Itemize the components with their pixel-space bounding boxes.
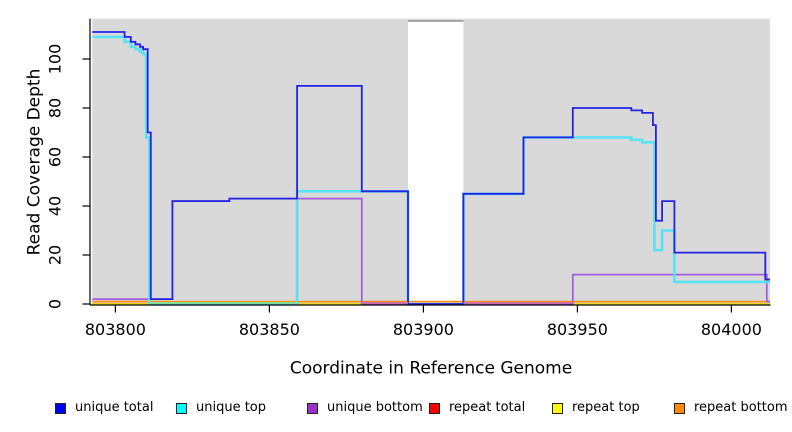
legend-swatch-unique-top	[176, 402, 187, 414]
x-tick-label: 803800	[85, 320, 146, 339]
series-line-unique-total	[92, 31, 770, 305]
legend-item-unique-top: unique top	[176, 401, 266, 415]
legend-label: repeat top	[572, 400, 640, 415]
legend-label: unique top	[196, 400, 267, 415]
legend-swatch-unique-bottom	[307, 402, 318, 414]
chart-legend: unique total unique top unique bottom repea…	[0, 401, 792, 421]
legend-item-repeat-bottom: repeat bottom	[674, 401, 788, 415]
y-tick-label: 60	[46, 147, 65, 167]
legend-item-unique-bottom: unique bottom	[307, 401, 423, 415]
legend-swatch-repeat-top	[552, 402, 563, 414]
legend-swatch-repeat-total	[429, 402, 440, 414]
legend-label: unique bottom	[327, 400, 423, 415]
masked-region	[408, 20, 464, 305]
legend-item-repeat-top: repeat top	[552, 401, 640, 415]
x-tick-label: 803900	[393, 320, 454, 339]
series-line-unique-top	[92, 35, 770, 306]
y-tick-label: 100	[46, 44, 65, 75]
x-tick-label: 803950	[547, 320, 608, 339]
x-tick-label: 803850	[239, 320, 300, 339]
legend-swatch-repeat-bottom	[674, 402, 685, 414]
x-axis-title: Coordinate in Reference Genome	[290, 359, 572, 379]
legend-label: repeat total	[449, 400, 526, 415]
y-tick-label: 80	[46, 98, 65, 118]
legend-item-unique-total: unique total	[55, 401, 153, 415]
legend-swatch-unique-total	[55, 402, 66, 414]
y-axis-title: Read Coverage Depth	[25, 69, 45, 256]
y-tick-label: 0	[46, 299, 65, 309]
legend-label: repeat bottom	[694, 400, 788, 415]
y-tick-label: 40	[46, 196, 65, 216]
legend-label: unique total	[75, 400, 154, 415]
legend-item-repeat-total: repeat total	[429, 401, 525, 415]
x-tick-label: 804000	[701, 320, 762, 339]
y-tick-label: 20	[46, 245, 65, 265]
